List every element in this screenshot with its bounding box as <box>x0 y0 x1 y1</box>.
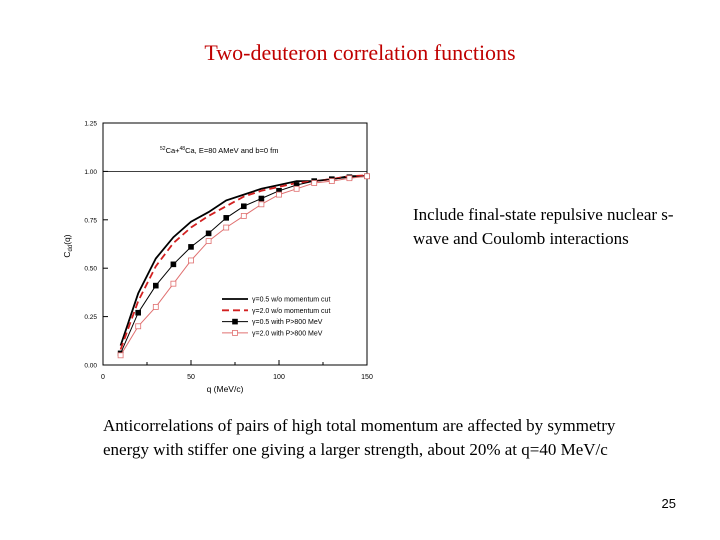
series-point-4 <box>311 180 318 186</box>
series-point-3 <box>170 261 177 268</box>
reaction-annotation: 52Ca+48Ca, E=80 AMeV and b=0 fm <box>160 146 279 155</box>
y-tick-label: 0.50 <box>84 266 97 273</box>
y-tick-label: 0.25 <box>84 314 97 321</box>
x-tick-label: 150 <box>361 374 373 381</box>
series-point-3 <box>223 215 229 221</box>
series-point-4 <box>258 201 265 208</box>
series-point-4 <box>364 173 370 180</box>
series-point-3 <box>135 309 141 316</box>
series-point-4 <box>293 185 300 192</box>
plot-frame <box>102 122 368 366</box>
plot-area: 0 50 100 150 0.00 0.25 0.50 0.75 1.00 1.25 q (MeV/… <box>62 121 373 395</box>
series-point-4 <box>152 304 159 310</box>
series-point-3 <box>153 282 159 289</box>
series-point-4 <box>328 178 335 184</box>
legend-marker-3 <box>232 318 238 325</box>
x-tick-label: 50 <box>187 374 195 381</box>
legend-label-1: γ=0.5 w/o momentum cut <box>252 297 330 304</box>
series-line-4 <box>120 175 368 356</box>
series-point-4 <box>223 224 230 231</box>
legend-label-4: γ=2.0 with P>800 MeV <box>252 330 323 337</box>
series-point-4 <box>205 238 212 244</box>
legend-marker-4 <box>232 329 238 336</box>
series-point-3 <box>258 195 265 202</box>
series-point-3 <box>205 230 212 237</box>
x-tick-label: 0 <box>101 374 105 381</box>
series-point-4 <box>240 213 247 219</box>
x-tick-label: 100 <box>273 374 285 381</box>
slide-title: Two-deuteron correlation functions <box>204 40 516 65</box>
series-point-3 <box>188 244 194 250</box>
y-tick-label: 1.00 <box>84 169 97 176</box>
side-note: Include final-state repulsive nuclear s-… <box>413 205 674 248</box>
series-point-4 <box>188 257 194 264</box>
legend-label-3: γ=0.5 with P>800 MeV <box>252 319 323 326</box>
x-axis-label: q (MeV/c) <box>207 384 244 394</box>
series-point-4 <box>346 175 353 182</box>
y-tick-label: 0.75 <box>84 217 97 224</box>
series-point-3 <box>241 203 247 210</box>
bottom-note: Anticorrelations of pairs of high total … <box>103 416 616 459</box>
legend-label-2: γ=2.0 w/o momentum cut <box>252 308 330 315</box>
series-point-4 <box>276 191 282 198</box>
series-point-4 <box>135 323 142 330</box>
series-point-4 <box>117 352 124 359</box>
y-tick-label: 1.25 <box>84 121 97 128</box>
series-line-2 <box>119 174 368 350</box>
series-line-1 <box>119 175 367 346</box>
y-axis-label: Cdd(q) <box>62 234 74 257</box>
y-tick-label: 0.00 <box>84 363 97 370</box>
series-point-4 <box>170 280 177 287</box>
page-number: 25 <box>661 496 676 511</box>
